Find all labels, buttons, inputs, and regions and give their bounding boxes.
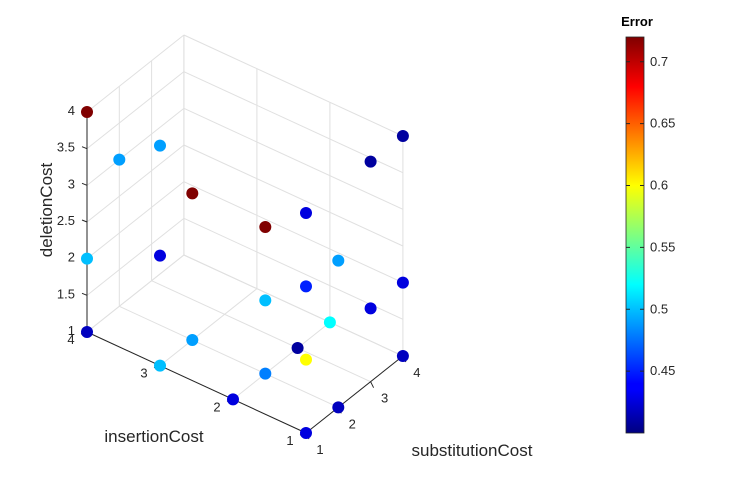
grid-line: [183, 34, 404, 137]
grid-line: [183, 71, 404, 174]
data-point: [81, 252, 93, 265]
data-point: [291, 342, 304, 354]
z-tick-label: 4: [68, 103, 75, 118]
grid-line: [183, 254, 404, 357]
data-point: [154, 359, 166, 372]
data-point: [81, 106, 93, 118]
data-point: [364, 302, 377, 315]
grid-line: [119, 305, 339, 408]
data-point: [396, 130, 409, 142]
grid-line: [232, 321, 331, 400]
z-tick-label: 2: [68, 250, 75, 265]
z-tick-mark: [81, 182, 88, 186]
data-point: [332, 401, 345, 414]
grid-line: [183, 181, 404, 284]
data-point: [364, 155, 377, 168]
z-tick-label: 2.5: [57, 213, 75, 228]
z-tick-label: 1: [68, 323, 75, 338]
grid-lines: [86, 34, 404, 434]
colorbar-tick-label: 0.65: [650, 116, 675, 131]
data-points: [81, 106, 409, 439]
data-point: [186, 187, 199, 200]
grid-line: [183, 107, 404, 210]
colorbar-tick-label: 0.6: [650, 178, 668, 193]
data-point: [396, 350, 409, 362]
data-point: [396, 276, 409, 289]
grid-line: [86, 71, 185, 150]
grid-line: [183, 144, 404, 247]
data-point: [113, 153, 126, 166]
z-tick-mark: [81, 146, 88, 150]
grid-line: [86, 254, 185, 333]
data-point: [186, 334, 199, 346]
y-axis-line: [86, 331, 307, 434]
axes: [80, 109, 407, 440]
data-point: [300, 353, 312, 366]
colorbar-title: Error: [621, 14, 653, 29]
y-tick-label: 1: [286, 433, 293, 448]
z-tick-mark: [81, 219, 88, 223]
data-point: [323, 316, 336, 329]
grid-line: [159, 288, 258, 367]
x-axis-line: [305, 355, 404, 434]
z-tick-label: 3.5: [57, 140, 75, 155]
data-point: [300, 207, 312, 219]
colorbar-ticks: 0.45 0.5 0.55 0.6 0.65 0.7: [626, 54, 675, 378]
x-tick-label: 3: [381, 391, 388, 406]
y-tick-label: 4: [67, 332, 74, 347]
x-tick-label: 1: [316, 442, 323, 457]
z-axis-label: deletionCost: [37, 162, 56, 257]
data-point: [259, 294, 272, 307]
colorbar-tick-label: 0.45: [650, 363, 675, 378]
grid-line: [151, 280, 371, 383]
colorbar-tick-label: 0.55: [650, 239, 675, 254]
grid-line: [86, 107, 185, 186]
y-tick-label: 2: [213, 399, 220, 414]
grid-line: [86, 181, 185, 260]
colorbar-tick-label: 0.7: [650, 54, 668, 69]
data-point: [227, 393, 239, 406]
y-axis-label: insertionCost: [104, 427, 203, 446]
data-point: [154, 249, 166, 262]
data-point: [259, 221, 272, 233]
data-point: [154, 139, 166, 152]
x-tick-label: 2: [349, 416, 356, 431]
z-tick-mark: [81, 292, 88, 296]
data-point: [81, 326, 93, 338]
colorbar: Error 0.45 0.5 0.55 0.6 0.65 0.7: [621, 14, 675, 434]
x-tick-mark: [370, 381, 375, 388]
axis-labels: substitutionCost insertionCost deletionC…: [37, 162, 533, 460]
grid-line: [183, 217, 404, 320]
y-tick-label: 3: [140, 366, 147, 381]
colorbar-gradient: [625, 36, 645, 434]
grid-line: [86, 34, 185, 113]
data-point: [259, 367, 272, 380]
data-point: [300, 280, 312, 293]
z-tick-label: 3: [68, 176, 75, 191]
data-point: [332, 254, 345, 267]
grid-line: [86, 217, 185, 296]
x-axis-label: substitutionCost: [412, 441, 533, 460]
z-tick-label: 1.5: [57, 286, 75, 301]
colorbar-tick-label: 0.5: [650, 301, 668, 316]
x-tick-label: 4: [413, 365, 420, 380]
data-point: [300, 427, 312, 439]
grid-line: [86, 144, 185, 223]
